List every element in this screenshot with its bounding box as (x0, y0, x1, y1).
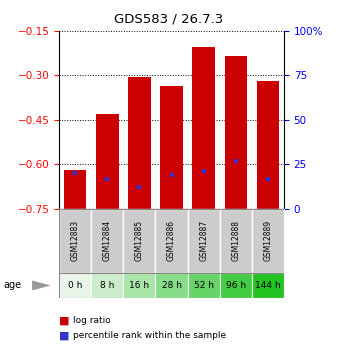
Bar (155, 273, 188, 298)
Text: 0 h: 0 h (68, 281, 82, 290)
Bar (192, 47, 215, 209)
Bar (188, 209, 220, 273)
Text: 96 h: 96 h (226, 281, 246, 290)
Text: 52 h: 52 h (194, 281, 214, 290)
Bar (188, 273, 220, 298)
Bar (224, 56, 247, 209)
Bar (123, 209, 155, 273)
Text: GSM12886: GSM12886 (167, 220, 176, 261)
Text: ■: ■ (59, 315, 70, 325)
Text: GSM12887: GSM12887 (199, 220, 208, 261)
Text: 144 h: 144 h (255, 281, 281, 290)
Text: 16 h: 16 h (129, 281, 149, 290)
Bar (91, 209, 123, 273)
Bar (123, 273, 155, 298)
Bar (59, 209, 91, 273)
Text: GDS583 / 26.7.3: GDS583 / 26.7.3 (114, 12, 224, 25)
Text: ■: ■ (59, 331, 70, 340)
Text: age: age (3, 280, 22, 290)
Bar (96, 114, 119, 209)
Bar (128, 77, 151, 209)
Bar (257, 81, 279, 209)
Bar (64, 170, 87, 209)
Text: log ratio: log ratio (73, 316, 111, 325)
Bar (220, 273, 252, 298)
Bar (252, 209, 284, 273)
Text: GSM12883: GSM12883 (71, 220, 80, 261)
Bar (91, 273, 123, 298)
Bar (160, 86, 183, 209)
Bar (59, 273, 91, 298)
Text: percentile rank within the sample: percentile rank within the sample (73, 331, 226, 340)
Text: GSM12885: GSM12885 (135, 220, 144, 261)
Bar (252, 273, 284, 298)
Bar (155, 209, 188, 273)
Bar (220, 209, 252, 273)
Polygon shape (32, 280, 51, 290)
Text: 28 h: 28 h (162, 281, 182, 290)
Text: GSM12889: GSM12889 (263, 220, 272, 261)
Text: 8 h: 8 h (100, 281, 115, 290)
Text: GSM12888: GSM12888 (231, 220, 240, 261)
Text: GSM12884: GSM12884 (103, 220, 112, 261)
